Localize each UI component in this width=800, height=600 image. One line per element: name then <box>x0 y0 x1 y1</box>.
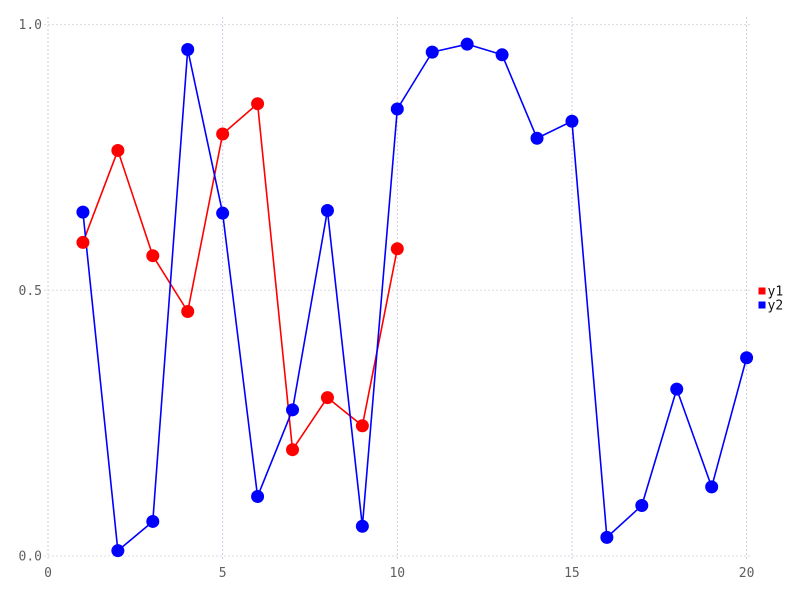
data-point-y2 <box>216 206 230 220</box>
data-point-y1 <box>146 249 160 263</box>
x-tick-label: 20 <box>739 566 755 581</box>
data-point-y2 <box>495 48 509 62</box>
y-tick-label: 0.5 <box>19 284 42 299</box>
data-point-y1 <box>286 443 300 457</box>
series-line-y1 <box>82 102 399 451</box>
data-point-y1 <box>251 97 265 111</box>
data-point-y2 <box>320 204 334 218</box>
data-point-y1 <box>216 127 230 141</box>
data-point-y1 <box>355 419 369 433</box>
data-point-y2 <box>530 131 544 145</box>
y-tick-label: 1.0 <box>19 18 42 33</box>
data-point-y2 <box>76 205 90 219</box>
series-line-y2 <box>82 43 748 552</box>
legend-swatch-y2 <box>758 301 766 309</box>
legend-label-y1: y1 <box>768 285 784 300</box>
legend-label-y2: y2 <box>768 299 784 314</box>
data-point-y2 <box>635 499 649 513</box>
data-point-y2 <box>355 519 369 533</box>
legend-swatch-y1 <box>758 287 766 295</box>
data-point-y1 <box>111 143 125 157</box>
data-point-y2 <box>111 544 125 558</box>
data-point-y2 <box>705 480 719 494</box>
data-point-y2 <box>460 37 474 51</box>
data-point-y1 <box>181 305 195 319</box>
data-point-y1 <box>76 235 90 249</box>
data-point-y1 <box>320 391 334 405</box>
x-tick-label: 5 <box>219 566 227 581</box>
data-point-y2 <box>740 351 754 365</box>
data-point-y2 <box>425 45 439 59</box>
data-point-y2 <box>181 42 195 56</box>
data-point-y2 <box>600 530 614 544</box>
data-point-y2 <box>251 489 265 503</box>
data-point-y2 <box>390 102 404 116</box>
x-tick-label: 10 <box>389 566 405 581</box>
x-tick-label: 15 <box>564 566 580 581</box>
data-point-y2 <box>286 403 300 417</box>
data-point-y2 <box>670 382 684 396</box>
y-tick-label: 0.0 <box>19 550 42 565</box>
x-tick-label: 0 <box>44 566 52 581</box>
data-point-y2 <box>565 114 579 128</box>
data-point-y2 <box>146 514 160 528</box>
data-point-y1 <box>390 242 404 256</box>
